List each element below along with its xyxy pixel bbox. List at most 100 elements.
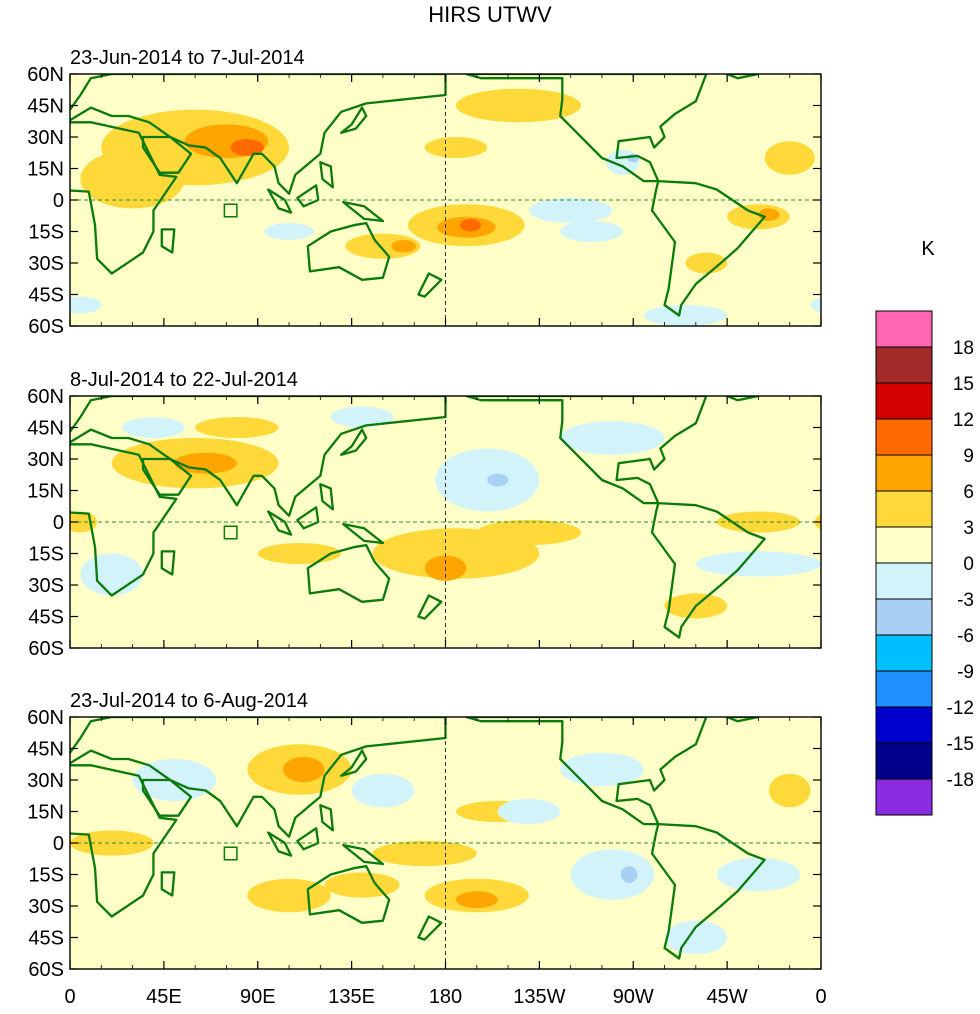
- colorbar-swatch: [875, 454, 933, 492]
- cool-anomaly: [810, 297, 821, 313]
- colorbar-tick-label: 6: [963, 482, 974, 503]
- warm-anomaly: [257, 543, 342, 564]
- colorbar-swatch: [875, 490, 933, 528]
- colorbar-swatch: [875, 598, 933, 636]
- lat-tick-label: 30S: [28, 253, 64, 275]
- colorbar-swatch: [875, 418, 933, 456]
- lon-tick-label: 135W: [513, 986, 565, 1008]
- lat-tick-label: 45S: [28, 607, 64, 629]
- lat-tick-label: 45N: [27, 96, 64, 118]
- warm-anomaly: [372, 840, 477, 867]
- colorbar-tick-label: -12: [947, 698, 974, 719]
- warm-anomaly: [282, 756, 325, 783]
- colorbar-swatch: [875, 634, 933, 672]
- cool-anomaly: [330, 406, 394, 428]
- cool-anomaly: [695, 551, 821, 577]
- lat-tick-label: 45N: [27, 418, 64, 440]
- colorbar-unit: K: [921, 238, 935, 260]
- warm-anomaly: [391, 239, 417, 253]
- lon-tick-label: 90W: [613, 986, 654, 1008]
- warm-anomaly: [230, 139, 265, 156]
- lat-tick-label: 60N: [27, 386, 64, 408]
- colorbar-swatch: [875, 706, 933, 744]
- warm-anomaly: [476, 519, 582, 546]
- warm-anomaly: [80, 149, 185, 209]
- lat-tick-label: 15N: [27, 159, 64, 181]
- region-box: [224, 526, 237, 539]
- cool-anomaly: [528, 197, 613, 224]
- lat-tick-label: 0: [53, 833, 64, 855]
- cool-anomaly: [560, 752, 644, 787]
- lat-tick-label: 60N: [27, 64, 64, 86]
- lon-tick-label: 90E: [240, 986, 276, 1008]
- colorbar-tick-label: -6: [957, 626, 974, 647]
- map-panel: 23-Jun-2014 to 7-Jul-2014 60N 45N 30N 15N 0 15…: [7, 47, 980, 338]
- warm-anomaly: [345, 233, 421, 259]
- lat-tick-label: 30N: [27, 127, 64, 149]
- colorbar-swatch: [875, 778, 933, 816]
- colorbar-swatch: [875, 562, 933, 600]
- lat-tick-label: 30N: [27, 770, 64, 792]
- cool-anomaly: [351, 773, 415, 808]
- warm-anomaly: [0, 512, 49, 533]
- warm-anomaly: [460, 218, 481, 232]
- cool-anomaly: [70, 296, 102, 314]
- colorbar-swatch: [875, 670, 933, 708]
- colorbar-swatch: [875, 382, 933, 420]
- panel-subtitle: 23-Jul-2014 to 6-Aug-2014: [70, 690, 308, 712]
- warm-anomaly: [852, 110, 980, 186]
- panel-subtitle: 8-Jul-2014 to 22-Jul-2014: [70, 369, 298, 391]
- lat-tick-label: 60S: [28, 959, 64, 981]
- lat-tick-label: 15S: [28, 865, 64, 887]
- cool-anomaly: [716, 857, 801, 892]
- lat-tick-label: 45S: [28, 285, 64, 307]
- cool-anomaly: [664, 920, 728, 955]
- cool-anomaly: [560, 221, 623, 242]
- warm-anomaly: [831, 150, 935, 209]
- map-panels: 23-Jun-2014 to 7-Jul-2014 60N 45N 30N 15N 0 15…: [0, 47, 980, 1008]
- lat-tick-label: 60S: [28, 316, 64, 338]
- colorbar-tick-label: 15: [953, 374, 974, 395]
- lat-tick-label: 30S: [28, 575, 64, 597]
- lat-tick-label: 15N: [27, 481, 64, 503]
- warm-anomaly: [455, 891, 498, 909]
- colorbar-swatch: [875, 310, 933, 348]
- colorbar-tick-label: -9: [957, 662, 974, 683]
- lon-tick-label: 0: [64, 986, 75, 1008]
- region-box: [224, 847, 237, 860]
- colorbar-tick-label: 9: [963, 446, 974, 467]
- warm-anomaly: [768, 773, 811, 808]
- region-box: [224, 204, 237, 217]
- warm-anomaly: [7, 208, 28, 221]
- warm-anomaly: [764, 141, 815, 175]
- colorbar-tick-label: 3: [963, 518, 974, 539]
- colorbar-tick-label: -3: [957, 590, 974, 611]
- colorbar-swatch: [875, 346, 933, 384]
- cool-anomaly: [620, 866, 638, 883]
- lat-tick-label: 30S: [28, 896, 64, 918]
- colorbar-tick-label: 12: [953, 410, 974, 431]
- lon-tick-label: 45W: [707, 986, 748, 1008]
- warm-anomaly: [424, 137, 488, 158]
- colorbar-tick-label: -15: [947, 734, 974, 755]
- map-panel: 23-Jul-2014 to 6-Aug-2014 60N 45N 30N 15N 0 15…: [27, 690, 822, 981]
- lat-tick-label: 0: [53, 190, 64, 212]
- cool-anomaly: [264, 223, 315, 240]
- cool-anomaly: [560, 421, 665, 455]
- lat-tick-label: 60S: [28, 638, 64, 660]
- colorbar-swatch: [875, 742, 933, 780]
- lon-tick-label: 135E: [328, 986, 375, 1008]
- figure-title: HIRS UTWV: [428, 2, 552, 27]
- lat-tick-label: 45N: [27, 739, 64, 761]
- lat-tick-label: 15N: [27, 802, 64, 824]
- colorbar-tick-label: 0: [963, 554, 974, 575]
- warm-anomaly: [455, 88, 582, 123]
- lat-tick-label: 15S: [28, 222, 64, 244]
- lat-tick-label: 60N: [27, 707, 64, 729]
- cool-anomaly: [487, 473, 509, 487]
- lon-tick-label: 0: [815, 986, 826, 1008]
- warm-anomaly: [195, 417, 279, 438]
- cool-anomaly: [80, 553, 144, 596]
- colorbar-tick-label: 18: [953, 338, 974, 359]
